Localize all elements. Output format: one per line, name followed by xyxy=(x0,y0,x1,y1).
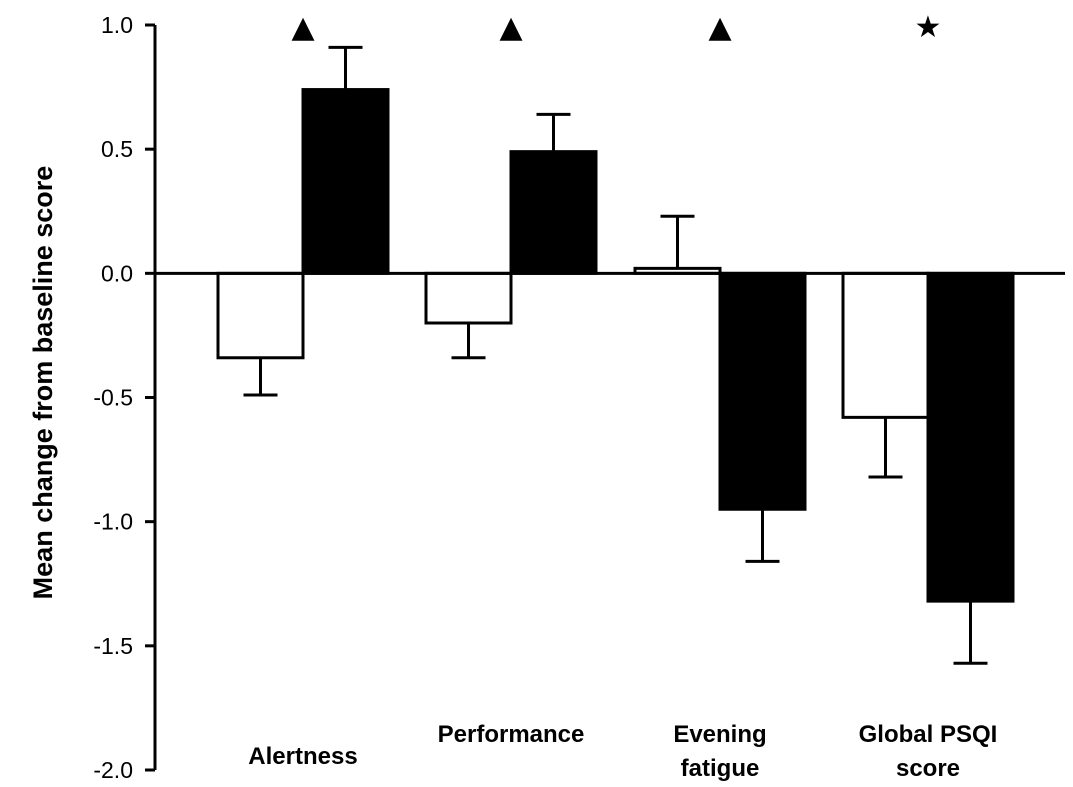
category-label: fatigue xyxy=(681,755,760,782)
bar-series2-cat1 xyxy=(301,88,390,275)
bar-series1-cat2 xyxy=(424,271,513,325)
y-tick-label: 0.0 xyxy=(101,260,133,286)
category-label: Alertness xyxy=(248,743,357,770)
y-tick-label: 0.5 xyxy=(101,136,133,162)
bar-series2-cat2 xyxy=(509,150,598,275)
y-tick-label: -2.0 xyxy=(93,757,133,783)
significance-marker: ▲ xyxy=(291,10,314,45)
significance-marker: ★ xyxy=(915,10,942,45)
category-label: Evening xyxy=(673,721,766,748)
y-tick-label: -1.0 xyxy=(93,509,133,535)
significance-marker: ▲ xyxy=(708,10,731,45)
bar-series2-cat3 xyxy=(718,271,807,511)
category-label: score xyxy=(896,755,960,782)
significance-marker: ▲ xyxy=(499,10,522,45)
y-tick-label: -1.5 xyxy=(93,633,133,659)
plot-area: 1.0 0.5 0.0 -0.5 -1.0 -1.5 -2.0 Mean change fro… xyxy=(28,10,1065,783)
bar-series1-cat1 xyxy=(216,271,305,360)
y-tick-label: 1.0 xyxy=(101,12,133,38)
bar-series2-cat4 xyxy=(926,271,1015,603)
y-tick-label: -0.5 xyxy=(93,385,133,411)
bar-series1-cat4 xyxy=(841,271,930,419)
category-label: Global PSQI xyxy=(859,721,998,748)
y-axis-title: Mean change from baseline score xyxy=(28,166,58,600)
category-label: Performance xyxy=(438,721,585,748)
